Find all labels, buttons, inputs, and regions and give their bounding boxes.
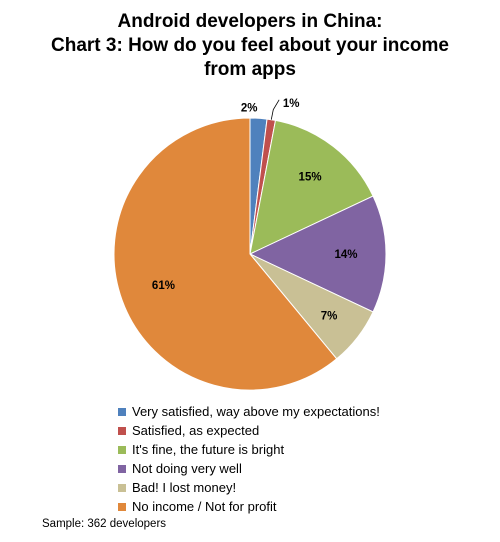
legend-item: Very satisfied, way above my expectation… [118, 402, 380, 421]
legend-label: Bad! I lost money! [132, 480, 237, 495]
slice-label: 61% [152, 280, 175, 292]
legend-swatch [118, 502, 126, 511]
pie-slice [113, 117, 338, 391]
legend-item: Satisfied, as expected [118, 421, 380, 440]
legend-label: Very satisfied, way above my expectation… [132, 404, 380, 419]
legend-swatch [118, 426, 126, 435]
pie-slice [249, 119, 374, 255]
label-leader-line [270, 99, 280, 120]
legend-label: Satisfied, as expected [132, 423, 260, 438]
legend-swatch [118, 407, 126, 416]
slice-label: 14% [334, 249, 357, 261]
legend: Very satisfied, way above my expectation… [118, 402, 380, 516]
pie-slice [248, 195, 387, 313]
legend-swatch [118, 445, 126, 454]
pie-chart: 2% 1% 15% 14% 7% 61% [113, 98, 387, 391]
legend-item: Bad! I lost money! [118, 478, 380, 497]
legend-swatch [118, 483, 126, 492]
legend-item: Not doing very well [118, 459, 380, 478]
chart-title-line-1: Android developers in China: [117, 11, 383, 32]
slice-label: 7% [321, 310, 338, 322]
chart-title-line-3: from apps [204, 59, 296, 80]
legend-label: Not doing very well [132, 461, 242, 476]
legend-label: It's fine, the future is bright [132, 442, 285, 457]
chart-title: Android developers in China: Chart 3: Ho… [0, 10, 500, 82]
legend-item: No income / Not for profit [118, 497, 380, 516]
slice-label: 1% [283, 98, 300, 110]
legend-label: No income / Not for profit [132, 499, 277, 514]
sample-note: Sample: 362 developers [42, 518, 167, 530]
slice-label: 2% [241, 102, 258, 114]
slice-label: 15% [299, 172, 322, 184]
chart-title-line-2: Chart 3: How do you feel about your inco… [51, 35, 449, 56]
legend-item: It's fine, the future is bright [118, 440, 380, 459]
legend-swatch [118, 464, 126, 473]
